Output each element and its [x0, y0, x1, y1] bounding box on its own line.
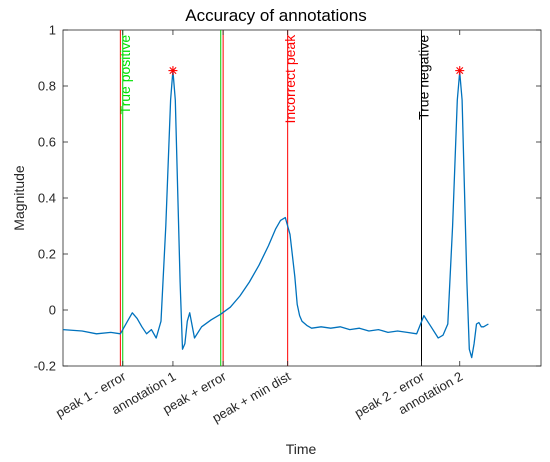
- peak-marker-0: [168, 66, 178, 76]
- annotation-label-1: Incorrect peak: [282, 34, 298, 124]
- y-axis-ticks: -0.2 0 0.2 0.4 0.6 0.8 1: [34, 23, 541, 374]
- series-line-0: [62, 69, 489, 359]
- y-tick-label-6: 1: [49, 23, 56, 38]
- peak-marker-1: [455, 66, 465, 76]
- y-tick-label-4: 0.6: [38, 135, 56, 150]
- y-axis-label: Magnitude: [11, 165, 27, 231]
- y-tick-label-0: -0.2: [34, 359, 56, 374]
- peak-markers: [168, 66, 465, 76]
- annotation-label-2: True negative: [416, 35, 432, 120]
- y-tick-label-5: 0.8: [38, 79, 56, 94]
- annotation-label-0: True positive: [117, 35, 133, 115]
- series-layer: [62, 69, 489, 359]
- y-tick-label-1: 0: [49, 303, 56, 318]
- annotation-labels: True positive Incorrect peak True negative: [117, 34, 432, 124]
- vertical-marker-lines: [119, 30, 422, 366]
- chart-title: Accuracy of annotations: [185, 6, 366, 25]
- x-axis-label: Time: [286, 441, 317, 457]
- y-tick-label-3: 0.4: [38, 191, 56, 206]
- y-tick-label-2: 0.2: [38, 247, 56, 262]
